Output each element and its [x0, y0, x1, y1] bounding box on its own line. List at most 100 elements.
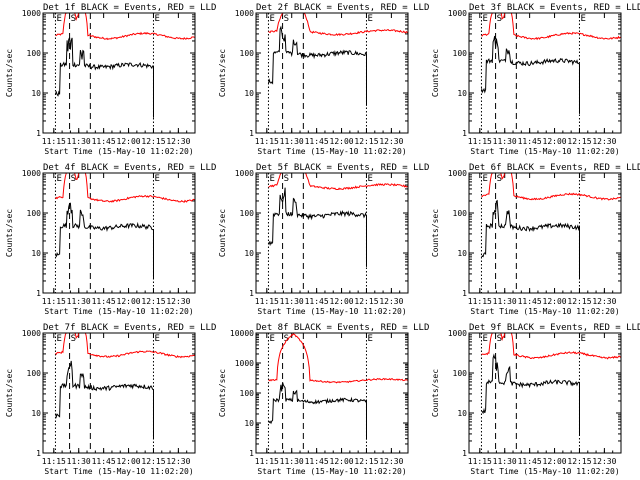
plot-frame [43, 333, 195, 453]
marker-label: E [482, 174, 487, 184]
y-tick-label: 100 [240, 389, 255, 398]
x-axis-label: Start Time (15-May-10 11:02:20) [470, 147, 619, 156]
plot-frame [256, 173, 408, 293]
x-tick-label: 11:45 [305, 137, 329, 146]
x-tick-label: 11:45 [305, 297, 329, 306]
marker-label: S [71, 334, 76, 344]
y-tick-label: 1000 [235, 169, 254, 178]
series-lld-line [269, 334, 409, 383]
x-tick-label: 12:15 [567, 457, 591, 466]
marker-label: E [580, 334, 585, 344]
y-tick-label: 1 [462, 449, 467, 458]
plot-frame [469, 173, 621, 293]
panel-8: Det 8f BLACK = Events, RED = LLD Counts/s… [218, 323, 429, 476]
x-tick-label: 11:15 [255, 137, 279, 146]
x-tick-label: 12:30 [166, 297, 190, 306]
x-tick-label: 12:00 [117, 297, 141, 306]
x-axis-label: Start Time (15-May-10 11:02:20) [44, 467, 193, 476]
x-tick-label: 12:30 [379, 457, 403, 466]
panel-1: Det 1f BLACK = Events, RED = LLD Counts/s… [5, 3, 216, 156]
y-tick-label: 1000 [22, 329, 41, 338]
marker-label: E [56, 334, 61, 344]
y-tick-label: 1000 [448, 9, 467, 18]
y-axis-label: Counts/sec [5, 369, 14, 417]
plot-frame [256, 13, 408, 133]
series-events-line [56, 38, 154, 118]
plot-frame [469, 13, 621, 133]
series-lld-line [56, 173, 196, 202]
series-lld-line [56, 13, 196, 39]
y-tick-label: 10 [457, 409, 467, 418]
y-tick-label: 1 [36, 449, 41, 458]
x-tick-label: 11:45 [518, 137, 542, 146]
series-lld-line [269, 13, 409, 35]
panel-title: Det 8f BLACK = Events, RED = LLD [256, 323, 429, 333]
marker-label: E [367, 334, 372, 344]
marker-label: E [154, 174, 159, 184]
y-tick-label: 10 [457, 249, 467, 258]
x-axis-label: Start Time (15-May-10 11:02:20) [44, 307, 193, 316]
marker-label: E [56, 174, 61, 184]
marker-label: E [482, 334, 487, 344]
series-lld-line [56, 333, 196, 358]
x-tick-label: 11:15 [42, 137, 66, 146]
marker-label: E [154, 334, 159, 344]
x-tick-label: 11:15 [255, 297, 279, 306]
x-tick-label: 12:15 [141, 137, 165, 146]
x-axis-label: Start Time (15-May-10 11:02:20) [257, 467, 406, 476]
panel-6: Det 6f BLACK = Events, RED = LLD Counts/s… [431, 163, 640, 316]
y-axis-label: Counts/sec [218, 369, 227, 417]
x-axis-label: Start Time (15-May-10 11:02:20) [257, 307, 406, 316]
panel-title: Det 3f BLACK = Events, RED = LLD [469, 3, 640, 13]
y-tick-label: 1000 [235, 359, 254, 368]
panel-2: Det 2f BLACK = Events, RED = LLD Counts/s… [218, 3, 429, 156]
panel-title: Det 5f BLACK = Events, RED = LLD [256, 163, 429, 173]
y-tick-label: 100 [453, 49, 468, 58]
series-events-line [482, 201, 580, 279]
x-tick-label: 12:00 [543, 457, 567, 466]
x-tick-label: 11:45 [305, 457, 329, 466]
x-tick-label: 11:45 [518, 457, 542, 466]
x-tick-label: 12:00 [543, 137, 567, 146]
y-axis-label: Counts/sec [431, 209, 440, 257]
y-axis-label: Counts/sec [431, 369, 440, 417]
series-events-line [269, 382, 367, 440]
y-tick-label: 1000 [235, 9, 254, 18]
y-axis-label: Counts/sec [431, 49, 440, 97]
x-tick-label: 12:00 [330, 457, 354, 466]
panel-5: Det 5f BLACK = Events, RED = LLD Counts/s… [218, 163, 429, 316]
x-tick-label: 11:30 [67, 297, 91, 306]
marker-label: E [367, 14, 372, 24]
x-tick-label: 11:45 [92, 297, 116, 306]
panel-title: Det 7f BLACK = Events, RED = LLD [43, 323, 216, 333]
y-tick-label: 1 [462, 129, 467, 138]
x-tick-label: 11:30 [67, 457, 91, 466]
x-tick-label: 12:30 [592, 297, 616, 306]
plot-frame [469, 333, 621, 453]
x-tick-label: 11:45 [92, 137, 116, 146]
x-tick-label: 11:15 [42, 457, 66, 466]
marker-label: E [269, 174, 274, 184]
x-tick-label: 12:15 [354, 137, 378, 146]
x-tick-label: 12:15 [567, 297, 591, 306]
y-tick-label: 1 [249, 289, 254, 298]
panel-title: Det 2f BLACK = Events, RED = LLD [256, 3, 429, 13]
x-tick-label: 12:15 [567, 137, 591, 146]
marker-label: E [367, 174, 372, 184]
y-tick-label: 100 [453, 369, 468, 378]
marker-label: E [482, 14, 487, 24]
x-tick-label: 12:00 [330, 137, 354, 146]
x-tick-label: 12:00 [543, 297, 567, 306]
y-tick-label: 100 [27, 369, 42, 378]
y-axis-label: Counts/sec [5, 209, 14, 257]
x-tick-label: 12:30 [379, 137, 403, 146]
y-tick-label: 10 [457, 89, 467, 98]
y-tick-label: 1000 [22, 9, 41, 18]
series-events-line [56, 203, 154, 279]
x-tick-label: 11:30 [67, 137, 91, 146]
x-tick-label: 11:15 [468, 297, 492, 306]
y-tick-label: 100 [240, 209, 255, 218]
x-tick-label: 11:15 [468, 137, 492, 146]
figure-3x3-grid: Det 1f BLACK = Events, RED = LLDCounts/s… [0, 0, 640, 480]
y-axis-label: Counts/sec [218, 209, 227, 257]
